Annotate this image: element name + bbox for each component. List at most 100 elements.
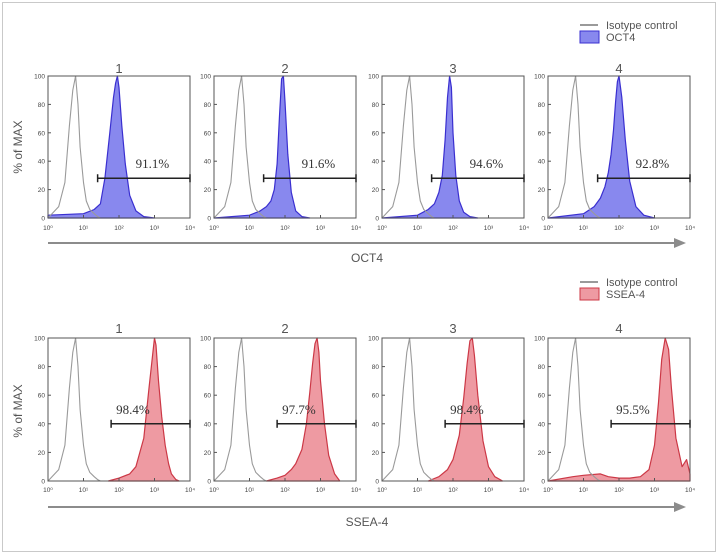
isotype-histogram — [547, 337, 605, 482]
marker-histogram — [547, 337, 691, 482]
y-tick-label: 40 — [204, 159, 212, 166]
x-tick-label: 10¹ — [579, 225, 589, 232]
marker-histogram — [427, 337, 504, 482]
x-tick-label: 10⁰ — [43, 225, 53, 232]
x-tick-label: 10⁰ — [543, 487, 553, 494]
marker-histogram — [107, 337, 180, 482]
y-tick-label: 40 — [372, 421, 380, 428]
y-tick-label: 60 — [38, 130, 46, 137]
y-tick-label: 0 — [207, 479, 211, 486]
legend-isotype-label: Isotype control — [606, 20, 678, 32]
isotype-histogram — [47, 75, 105, 219]
isotype-histogram — [213, 75, 271, 219]
x-axis-arrow-head — [674, 238, 686, 248]
marker-histogram — [213, 75, 311, 219]
x-tick-label: 10¹ — [79, 225, 89, 232]
y-tick-label: 40 — [538, 159, 546, 166]
y-tick-label: 80 — [372, 102, 380, 109]
x-tick-label: 10⁰ — [377, 487, 387, 494]
y-tick-label: 20 — [204, 187, 212, 194]
x-tick-label: 10⁴ — [519, 225, 529, 232]
y-tick-label: 20 — [372, 450, 380, 457]
y-tick-label: 60 — [538, 130, 546, 137]
y-tick-label: 40 — [38, 421, 46, 428]
x-tick-label: 10² — [114, 225, 124, 232]
x-tick-label: 10¹ — [245, 225, 255, 232]
y-tick-label: 20 — [538, 450, 546, 457]
y-axis-label: % of MAX — [11, 384, 25, 437]
panel-title: 1 — [115, 61, 122, 76]
x-axis-arrow-head — [674, 502, 686, 512]
gate-percent-label: 98.4% — [450, 402, 484, 417]
panel-title: 3 — [449, 61, 456, 76]
x-tick-label: 10¹ — [579, 487, 589, 494]
isotype-histogram — [381, 337, 439, 482]
x-axis-label: SSEA-4 — [346, 515, 389, 529]
x-tick-label: 10¹ — [413, 487, 423, 494]
y-tick-label: 0 — [375, 479, 379, 486]
y-tick-label: 80 — [538, 102, 546, 109]
panel-oct4-3: 3 94.6% 0 20 40 60 80 100 10⁰ 10¹ 10² 10³ 10⁴ — [368, 61, 529, 232]
y-tick-label: 60 — [538, 393, 546, 400]
x-tick-label: 10⁴ — [351, 225, 361, 232]
y-tick-label: 60 — [204, 393, 212, 400]
x-tick-label: 10⁴ — [685, 487, 695, 494]
y-tick-label: 80 — [38, 364, 46, 371]
gate-percent-label: 94.6% — [470, 156, 504, 171]
y-tick-label: 40 — [372, 159, 380, 166]
y-tick-label: 0 — [375, 216, 379, 223]
x-tick-label: 10² — [448, 487, 458, 494]
y-tick-label: 0 — [41, 216, 45, 223]
x-tick-label: 10⁴ — [351, 487, 361, 494]
x-tick-label: 10² — [448, 225, 458, 232]
y-tick-label: 100 — [368, 336, 379, 343]
x-tick-label: 10² — [114, 487, 124, 494]
y-tick-label: 60 — [38, 393, 46, 400]
panel-oct4-2: 2 91.6% 0 20 40 60 80 100 10⁰ 10¹ 10² 10³ 10⁴ — [200, 61, 361, 232]
panel-title: 2 — [281, 61, 288, 76]
panel-oct4-4: 4 92.8% 0 20 40 60 80 100 10⁰ 10¹ 10² 10³ 10⁴ — [534, 61, 695, 232]
panel-title: 4 — [615, 61, 622, 76]
y-tick-label: 20 — [38, 450, 46, 457]
panel-ssea-4-4: 4 95.5% 0 20 40 60 80 100 10⁰ 10¹ 10² 10³ 10⁴ — [534, 321, 695, 494]
x-tick-label: 10⁴ — [519, 487, 529, 494]
y-tick-label: 100 — [34, 74, 45, 81]
y-tick-label: 0 — [541, 216, 545, 223]
y-tick-label: 60 — [372, 130, 380, 137]
panel-title: 1 — [115, 321, 122, 336]
gate-percent-label: 92.8% — [636, 156, 670, 171]
y-tick-label: 40 — [204, 421, 212, 428]
y-tick-label: 100 — [534, 74, 545, 81]
y-tick-label: 40 — [38, 159, 46, 166]
x-tick-label: 10⁰ — [543, 225, 553, 232]
x-tick-label: 10³ — [650, 487, 660, 494]
x-tick-label: 10⁴ — [685, 225, 695, 232]
marker-histogram — [47, 75, 156, 219]
y-tick-label: 80 — [538, 364, 546, 371]
x-tick-label: 10⁴ — [185, 225, 195, 232]
isotype-histogram — [381, 75, 439, 219]
y-tick-label: 0 — [41, 479, 45, 486]
x-tick-label: 10² — [614, 225, 624, 232]
x-tick-label: 10³ — [650, 225, 660, 232]
y-tick-label: 20 — [372, 187, 380, 194]
legend-marker-swatch — [579, 30, 600, 44]
gate-percent-label: 95.5% — [616, 402, 650, 417]
panel-title: 2 — [281, 321, 288, 336]
y-tick-label: 80 — [372, 364, 380, 371]
x-tick-label: 10² — [614, 487, 624, 494]
x-tick-label: 10³ — [484, 225, 494, 232]
y-tick-label: 100 — [534, 336, 545, 343]
x-tick-label: 10¹ — [413, 225, 423, 232]
x-tick-label: 10⁰ — [209, 487, 219, 494]
x-tick-label: 10¹ — [245, 487, 255, 494]
y-tick-label: 100 — [34, 336, 45, 343]
x-tick-label: 10³ — [316, 487, 326, 494]
x-tick-label: 10⁰ — [43, 487, 53, 494]
gate-percent-label: 98.4% — [116, 402, 150, 417]
